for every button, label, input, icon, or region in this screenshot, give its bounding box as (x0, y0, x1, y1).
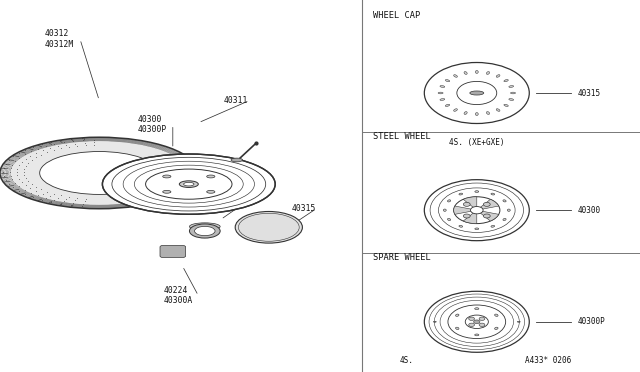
Ellipse shape (195, 226, 215, 236)
Ellipse shape (459, 225, 463, 227)
Circle shape (470, 206, 483, 214)
FancyBboxPatch shape (160, 246, 186, 257)
Ellipse shape (231, 158, 243, 162)
Ellipse shape (509, 99, 514, 100)
Ellipse shape (476, 113, 478, 115)
Ellipse shape (486, 112, 490, 115)
Ellipse shape (184, 182, 194, 186)
Circle shape (457, 81, 497, 105)
Text: 40315: 40315 (291, 204, 316, 213)
Text: 40300
40300P: 40300 40300P (138, 115, 167, 134)
Wedge shape (454, 206, 477, 214)
Ellipse shape (189, 224, 220, 238)
Ellipse shape (454, 75, 458, 77)
Text: 40300: 40300 (577, 206, 600, 215)
Circle shape (465, 315, 488, 328)
Circle shape (474, 320, 480, 324)
Ellipse shape (504, 104, 508, 106)
Ellipse shape (438, 92, 443, 94)
Ellipse shape (447, 218, 451, 221)
Ellipse shape (486, 71, 490, 74)
Wedge shape (463, 197, 477, 210)
Ellipse shape (470, 91, 484, 95)
Wedge shape (477, 199, 499, 210)
Ellipse shape (163, 190, 171, 193)
Circle shape (454, 197, 500, 224)
Ellipse shape (447, 200, 451, 202)
Ellipse shape (456, 327, 459, 330)
Ellipse shape (511, 92, 515, 94)
Ellipse shape (459, 193, 463, 195)
Ellipse shape (189, 223, 220, 230)
Circle shape (424, 62, 529, 124)
Circle shape (483, 202, 490, 206)
Ellipse shape (207, 190, 215, 193)
Ellipse shape (475, 228, 479, 230)
Ellipse shape (475, 334, 479, 336)
Wedge shape (477, 210, 499, 221)
Ellipse shape (207, 175, 215, 178)
Wedge shape (463, 210, 477, 224)
Ellipse shape (491, 193, 495, 195)
Text: A433* 0206: A433* 0206 (525, 356, 571, 365)
Circle shape (479, 323, 485, 327)
Ellipse shape (444, 209, 446, 211)
Text: 40224
40300A: 40224 40300A (163, 286, 193, 305)
Circle shape (479, 317, 485, 320)
Text: WHEEL CAP: WHEEL CAP (373, 11, 420, 20)
Ellipse shape (508, 209, 510, 211)
Ellipse shape (454, 109, 458, 111)
Ellipse shape (509, 86, 514, 87)
Ellipse shape (495, 314, 498, 316)
Text: SPARE WHEEL: SPARE WHEEL (373, 253, 431, 262)
Ellipse shape (445, 104, 450, 106)
Ellipse shape (163, 175, 171, 178)
Ellipse shape (496, 75, 500, 77)
Text: 40300P: 40300P (577, 317, 605, 326)
Ellipse shape (496, 109, 500, 111)
Ellipse shape (0, 137, 198, 209)
Text: 40343: 40343 (227, 193, 252, 202)
Ellipse shape (491, 225, 495, 227)
Circle shape (483, 214, 490, 218)
Text: 40312
40312M: 40312 40312M (45, 29, 74, 49)
Ellipse shape (445, 80, 450, 82)
Ellipse shape (504, 80, 508, 82)
Circle shape (429, 294, 525, 350)
Ellipse shape (475, 191, 479, 192)
Circle shape (468, 317, 474, 320)
Circle shape (430, 183, 524, 237)
Circle shape (463, 214, 470, 218)
Text: 4S. (XE+GXE): 4S. (XE+GXE) (449, 138, 504, 147)
Ellipse shape (476, 71, 478, 73)
Ellipse shape (475, 308, 479, 310)
Ellipse shape (440, 86, 445, 87)
Ellipse shape (102, 154, 275, 214)
Text: STEEL WHEEL: STEEL WHEEL (373, 132, 431, 141)
Ellipse shape (40, 151, 159, 195)
Ellipse shape (503, 200, 506, 202)
Text: 40315: 40315 (577, 89, 600, 97)
Ellipse shape (433, 321, 436, 322)
Ellipse shape (440, 99, 445, 100)
Circle shape (448, 305, 506, 339)
Ellipse shape (179, 181, 198, 187)
Ellipse shape (456, 314, 459, 316)
Ellipse shape (495, 327, 498, 330)
Ellipse shape (517, 321, 520, 322)
Ellipse shape (464, 112, 467, 115)
Ellipse shape (464, 71, 467, 74)
Ellipse shape (236, 211, 303, 243)
Circle shape (468, 323, 474, 327)
Circle shape (463, 202, 470, 206)
Text: 40311: 40311 (224, 96, 248, 105)
Ellipse shape (503, 218, 506, 221)
Text: 4S.: 4S. (400, 356, 414, 365)
